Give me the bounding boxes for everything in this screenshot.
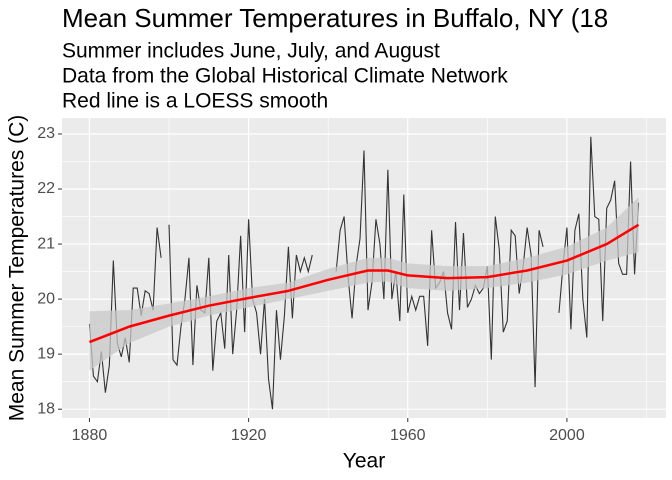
- x-tick-label: 2000: [549, 427, 585, 444]
- subtitle: Summer includes June, July, and August: [62, 40, 440, 63]
- y-axis-label: Mean Summer Temperatures (C): [6, 115, 29, 422]
- loess-line: [88, 223, 640, 344]
- subtitle: Data from the Global Historical Climate …: [62, 65, 508, 88]
- subtitle: Red line is a LOESS smooth: [62, 90, 328, 113]
- y-tick-label: 22: [37, 180, 55, 197]
- x-axis-label: Year: [343, 450, 385, 473]
- x-tick-label: 1920: [231, 427, 267, 444]
- y-tick-label: 23: [37, 125, 55, 142]
- chart-title: Mean Summer Temperatures in Buffalo, NY …: [62, 3, 608, 33]
- y-tick-label: 21: [37, 235, 55, 252]
- y-tick-label: 18: [37, 400, 55, 417]
- y-tick-label: 20: [37, 290, 55, 307]
- x-tick-label: 1880: [72, 427, 108, 444]
- x-tick-label: 1960: [390, 427, 426, 444]
- y-tick-label: 19: [37, 345, 55, 362]
